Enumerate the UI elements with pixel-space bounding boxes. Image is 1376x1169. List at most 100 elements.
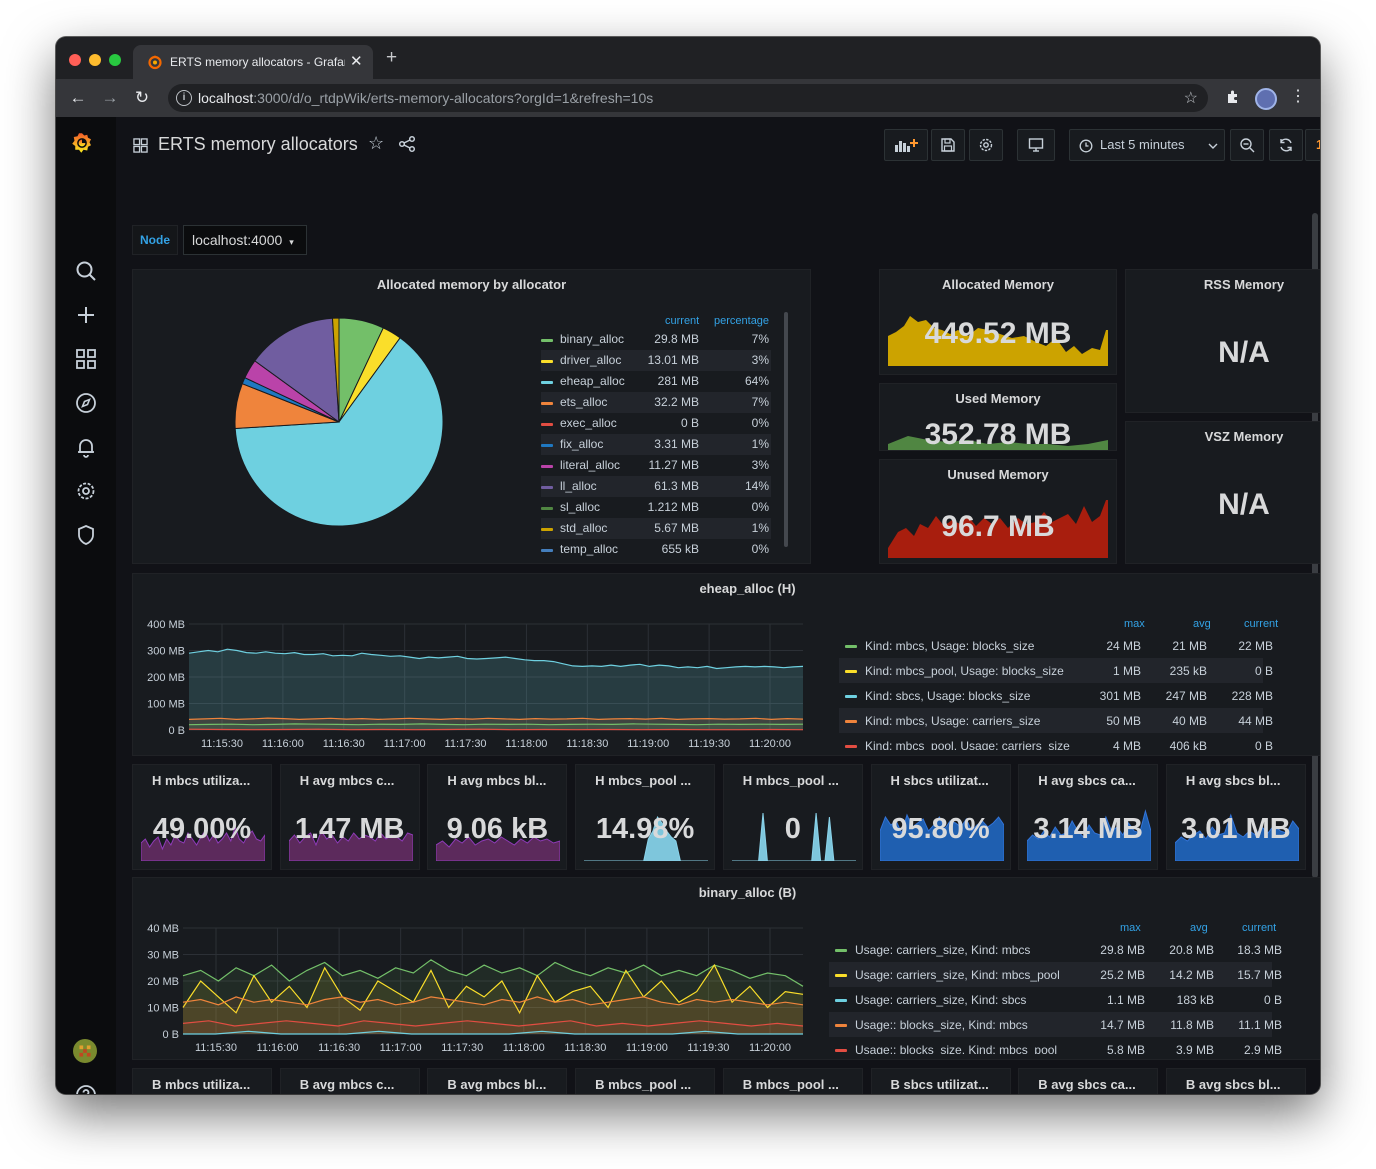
stat-panel[interactable]: H avg mbcs c... 1.47 MB [279, 764, 420, 870]
user-avatar[interactable] [73, 1039, 99, 1065]
legend-item[interactable]: fix_alloc 3.31 MB 1% [541, 434, 771, 455]
share-icon[interactable] [398, 135, 416, 153]
series-line[interactable] [182, 996, 804, 1006]
legend-item[interactable]: literal_alloc 11.27 MB 3% [541, 455, 771, 476]
stat-panel[interactable]: B mbcs_pool ...18.33% [575, 1068, 716, 1094]
stat-panel[interactable]: H avg mbcs bl... 9.06 kB [427, 764, 568, 870]
zoom-out-button[interactable] [1230, 129, 1264, 161]
dashboard-settings-button[interactable] [969, 129, 1003, 161]
series-line[interactable] [188, 723, 804, 726]
back-icon[interactable]: ← [69, 88, 87, 107]
search-icon[interactable] [74, 259, 98, 283]
rss-memory-panel[interactable]: RSS Memory N/A [1125, 269, 1320, 413]
series-line[interactable] [188, 717, 804, 721]
save-dashboard-button[interactable] [931, 129, 965, 161]
create-plus-icon[interactable] [74, 303, 98, 327]
stat-panel[interactable]: B mbcs utiliza...60.84% [132, 1068, 272, 1094]
reload-icon[interactable]: ↻ [134, 88, 150, 107]
profile-avatar[interactable] [1255, 88, 1277, 110]
legend-item[interactable]: Usage: carriers_size, Kind: mbcs_pool 25.… [829, 962, 1282, 987]
stat-panel[interactable]: B avg mbcs bl...208.68 B [427, 1068, 568, 1094]
legend-item[interactable]: binary_alloc 29.8 MB 7% [541, 329, 771, 350]
series-line[interactable] [183, 1030, 803, 1035]
legend-item[interactable]: Kind: mbcs, Usage: blocks_size 24 MB 21 MB… [839, 633, 1273, 658]
legend-item[interactable]: std_alloc 5.67 MB 1% [541, 518, 771, 539]
allocated-memory-panel[interactable]: Allocated Memory 449.52 MB [879, 269, 1117, 375]
unused-memory-panel[interactable]: Unused Memory 96.7 MB [879, 459, 1117, 564]
series-line[interactable] [182, 959, 804, 987]
stat-panel[interactable]: H mbcs_pool ... 0 [722, 764, 863, 870]
dashboard-title[interactable]: ERTS memory allocators [158, 134, 358, 154]
legend-item[interactable]: Usage:: blocks_size, Kind: mbcs 14.7 MB 11… [829, 1012, 1282, 1037]
legend-item[interactable]: Usage:: blocks_size, Kind: mbcs_pool 5.8 … [829, 1037, 1282, 1054]
url-field[interactable]: i localhost:3000/d/o_rtdpWik/erts-memory… [168, 84, 1208, 112]
grafana-logo-icon[interactable] [70, 131, 102, 163]
time-range-picker[interactable]: Last 5 minutes [1069, 129, 1225, 161]
legend-scrollbar[interactable] [784, 312, 788, 547]
browser-menu-icon[interactable]: ⋮ [1290, 88, 1306, 105]
x-tick-label: 11:17:30 [445, 738, 487, 750]
series-line[interactable] [188, 728, 804, 731]
add-panel-button[interactable] [884, 129, 928, 161]
pie-chart-panel[interactable]: Allocated memory by allocator current pe… [132, 269, 811, 564]
legend-current: 15.7 MB [1237, 968, 1282, 982]
extensions-icon[interactable] [1225, 89, 1241, 109]
minimize-window-button[interactable] [89, 54, 101, 66]
pie-slice-ll_alloc[interactable] [254, 317, 340, 424]
stat-panel[interactable]: H sbcs utilizat... 95.80% [870, 764, 1011, 870]
series-line[interactable] [182, 963, 804, 1015]
eheap-alloc-graph-panel[interactable]: eheap_alloc (H) 400 MB 300 MB 200 MB 100 MB… [132, 573, 1320, 756]
stat-panel[interactable]: H mbcs utiliza... 49.00% [132, 764, 272, 870]
pie-slice-std_alloc[interactable] [331, 317, 340, 423]
stat-panel[interactable]: B avg sbcs bl...546.08 [1165, 1068, 1306, 1094]
variable-node-select[interactable]: localhost:4000 ▾ [183, 225, 307, 255]
binary-time-series[interactable]: 40 MB 30 MB 20 MB 10 MB 0 B 11:15:30 11:16:00 1… [133, 908, 823, 1058]
stat-panel[interactable]: B mbcs_pool ...6 [722, 1068, 863, 1094]
dashboards-icon[interactable] [74, 347, 98, 371]
stat-panel[interactable]: B avg mbcs c...912.59 [279, 1068, 420, 1094]
legend-item[interactable]: sl_alloc 1.212 MB 0% [541, 497, 771, 518]
refresh-interval-picker[interactable]: 10s [1305, 129, 1320, 161]
stat-panel[interactable]: B avg sbcs ca...548.86 [1018, 1068, 1159, 1094]
bookmark-star-icon[interactable]: ☆ [1183, 90, 1198, 107]
stat-panel[interactable]: H avg sbcs bl... 3.01 MB [1165, 764, 1306, 870]
explore-compass-icon[interactable] [74, 391, 98, 415]
cycle-view-mode-button[interactable] [1017, 129, 1055, 161]
alerting-bell-icon[interactable] [74, 435, 98, 459]
legend-item[interactable]: Kind: sbcs, Usage: blocks_size 301 MB 247 … [839, 683, 1273, 708]
legend-item[interactable]: exec_alloc 0 B 0% [541, 413, 771, 434]
series-line[interactable] [188, 648, 804, 670]
stat-panel[interactable]: B sbcs utilizat...99.40% [870, 1068, 1011, 1094]
legend-item[interactable]: ets_alloc 32.2 MB 7% [541, 392, 771, 413]
tab-close-icon[interactable]: ✕ [350, 53, 363, 70]
maximize-window-button[interactable] [109, 54, 121, 66]
help-icon[interactable] [74, 1083, 98, 1094]
legend-item[interactable]: Usage: carriers_size, Kind: mbcs 29.8 MB 2… [829, 937, 1282, 962]
legend-item[interactable]: Usage: carriers_size, Kind: sbcs 1.1 MB 18… [829, 987, 1282, 1012]
new-tab-icon[interactable]: + [386, 47, 398, 68]
legend-item[interactable]: eheap_alloc 281 MB 64% [541, 371, 771, 392]
close-window-button[interactable] [69, 54, 81, 66]
legend-item[interactable]: Kind: mbcs_pool, Usage: blocks_size 1 MB 2… [839, 658, 1273, 683]
legend-item[interactable]: Kind: mbcs_pool, Usage: carriers_size 4 M… [839, 733, 1273, 750]
binary-alloc-graph-panel[interactable]: binary_alloc (B) 40 MB 30 MB 20 MB 10 MB 0 B… [132, 877, 1320, 1060]
site-info-icon[interactable]: i [176, 90, 192, 106]
stat-panel[interactable]: H mbcs_pool ... 14.98% [575, 764, 716, 870]
series-line[interactable] [182, 1020, 804, 1027]
browser-tab[interactable]: ERTS memory allocators - Grafana ✕ [133, 45, 373, 79]
shield-icon[interactable] [74, 523, 98, 547]
stat-panel[interactable]: H avg sbcs ca... 3.14 MB [1018, 764, 1159, 870]
pie-slice-eheap_alloc[interactable] [234, 337, 444, 527]
used-memory-panel[interactable]: Used Memory 352.78 MB [879, 383, 1117, 451]
vsz-memory-panel[interactable]: VSZ Memory N/A [1125, 421, 1320, 564]
forward-icon[interactable]: → [101, 88, 119, 107]
legend-item[interactable]: temp_alloc 655 kB 0% [541, 539, 771, 560]
legend-item[interactable]: ll_alloc 61.3 MB 14% [541, 476, 771, 497]
pie-chart[interactable] [227, 310, 451, 534]
legend-item[interactable]: driver_alloc 13.01 MB 3% [541, 350, 771, 371]
legend-item[interactable]: Kind: mbcs, Usage: carriers_size 50 MB 40 … [839, 708, 1273, 733]
refresh-button[interactable] [1269, 129, 1303, 161]
favorite-star-icon[interactable]: ☆ [368, 133, 385, 153]
eheap-time-series[interactable]: 400 MB 300 MB 200 MB 100 MB 0 B 11:15:30 11:16… [133, 604, 823, 754]
settings-gear-icon[interactable] [74, 479, 98, 503]
